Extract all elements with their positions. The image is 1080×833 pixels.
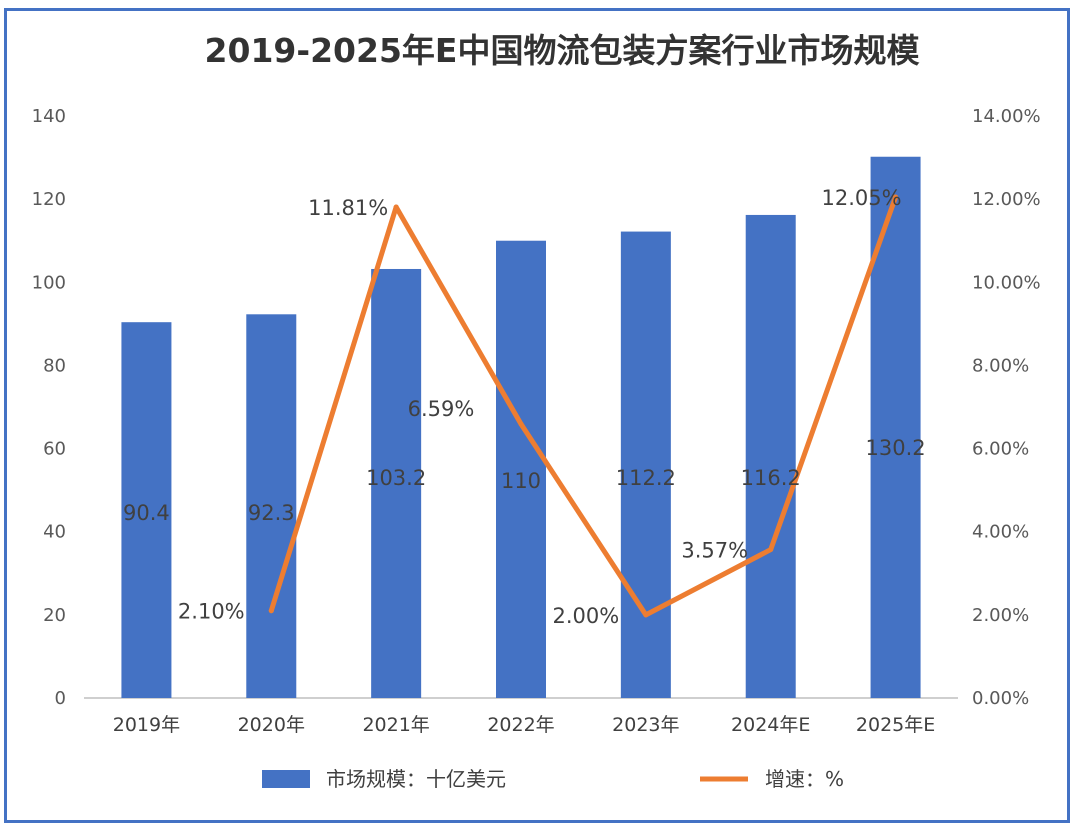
y-right-tick-label: 4.00% bbox=[972, 522, 1029, 543]
line-point bbox=[268, 608, 274, 614]
y-right-tick-label: 14.00% bbox=[972, 106, 1041, 127]
line-point bbox=[643, 612, 649, 618]
bar bbox=[121, 322, 172, 698]
y-right-tick-label: 0.00% bbox=[972, 688, 1029, 709]
line-point bbox=[893, 194, 899, 200]
y-right-tick-label: 10.00% bbox=[972, 272, 1041, 293]
bar-data-label: 92.3 bbox=[248, 501, 295, 525]
legend-swatch-bar bbox=[262, 770, 310, 788]
growth-line bbox=[268, 194, 899, 618]
bar-data-label: 90.4 bbox=[123, 501, 170, 525]
line-data-label: 2.00% bbox=[552, 604, 619, 628]
x-tick-label: 2025年E bbox=[856, 714, 935, 736]
x-tick-label: 2023年 bbox=[612, 714, 679, 736]
bar bbox=[496, 240, 546, 698]
line-data-labels: 2.10% 11.81% 6.59% 2.00% 3.57% 12.05% bbox=[178, 186, 902, 628]
bar-data-label: 112.2 bbox=[616, 466, 676, 490]
bar bbox=[371, 268, 422, 698]
legend-label-line: 增速：% bbox=[765, 767, 844, 791]
x-tick-label: 2019年 bbox=[113, 714, 180, 736]
y-right-tick-label: 8.00% bbox=[972, 355, 1029, 376]
x-tick-label: 2022年 bbox=[487, 714, 554, 736]
line-data-label: 3.57% bbox=[681, 539, 748, 563]
y-left-tick-label: 80 bbox=[43, 355, 66, 376]
line-point bbox=[393, 204, 399, 210]
bar bbox=[745, 214, 796, 698]
line-point bbox=[518, 421, 524, 427]
y-right-tick-label: 12.00% bbox=[972, 189, 1041, 210]
y-left-tick-label: 60 bbox=[43, 439, 66, 460]
y-left-tick-label: 40 bbox=[43, 522, 66, 543]
bar-data-label: 130.2 bbox=[866, 436, 926, 460]
line-series bbox=[268, 194, 899, 618]
x-tick-label: 2024年E bbox=[731, 714, 810, 736]
y-left-tick-label: 120 bbox=[32, 189, 66, 210]
line-data-label: 12.05% bbox=[822, 186, 902, 210]
line-point bbox=[768, 547, 774, 553]
line-data-label: 11.81% bbox=[308, 196, 388, 220]
bar bbox=[870, 156, 921, 699]
y-left-tick-label: 100 bbox=[32, 272, 66, 293]
axes: 0 20 40 60 80 100 120 140 0.00% 2.00% 4.00% 6.00% 8.… bbox=[32, 106, 1041, 736]
line-data-label: 2.10% bbox=[178, 600, 245, 624]
y-left-tick-label: 140 bbox=[32, 106, 66, 127]
bar-data-label: 110 bbox=[501, 469, 541, 493]
bar-data-label: 116.2 bbox=[741, 466, 801, 490]
bar bbox=[246, 314, 297, 698]
x-tick-label: 2021年 bbox=[362, 714, 429, 736]
y-left-tick-label: 20 bbox=[43, 605, 66, 626]
x-tick-label: 2020年 bbox=[238, 714, 305, 736]
bar-data-labels: 90.4 92.3 103.2 110 112.2 116.2 130.2 bbox=[123, 436, 926, 525]
y-right-tick-label: 6.00% bbox=[972, 439, 1029, 460]
legend-label-bar: 市场规模：十亿美元 bbox=[326, 767, 506, 791]
line-data-label: 6.59% bbox=[408, 397, 475, 421]
legend: 市场规模：十亿美元 增速：% bbox=[262, 767, 844, 791]
bar bbox=[620, 231, 671, 698]
y-right-tick-label: 2.00% bbox=[972, 605, 1029, 626]
chart-title: 2019-2025年E中国物流包装方案行业市场规模 bbox=[205, 31, 921, 70]
y-left-tick-label: 0 bbox=[55, 688, 66, 709]
bar-data-label: 103.2 bbox=[366, 466, 426, 490]
